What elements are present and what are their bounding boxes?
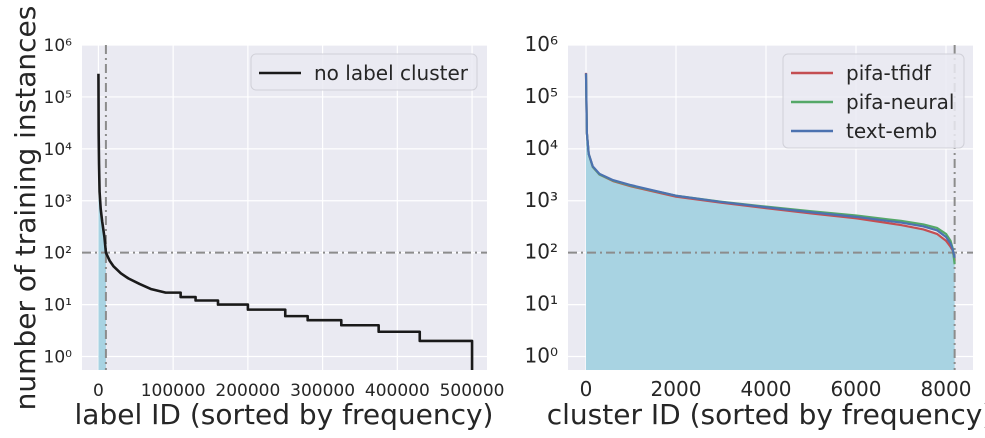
x-tick-label: 8000: [921, 377, 972, 401]
y-tick-label: 10⁰: [525, 344, 558, 368]
series-line-no-label-cluster: [97, 73, 474, 370]
y-tick-label: 10¹: [44, 296, 72, 316]
y-tick-label: 10⁴: [44, 140, 73, 160]
x-axis-label-left: label ID (sorted by frequency): [75, 398, 494, 431]
x-tick-label: 2000: [651, 377, 702, 401]
y-tick-label: 10⁵: [44, 88, 72, 108]
y-tick-labels-left: 10⁰ 10¹ 10² 10³ 10⁴ 10⁵ 10⁶: [44, 36, 73, 368]
legend-label: text-emb: [846, 119, 937, 143]
x-tick-label: 0: [93, 381, 104, 401]
reference-lines-right: [568, 45, 973, 370]
legend-box: [250, 53, 478, 91]
legend-label: no label cluster: [314, 61, 469, 85]
y-tick-label: 10⁶: [44, 36, 73, 56]
y-tick-label: 10³: [525, 188, 558, 212]
y-tick-label: 10⁴: [525, 136, 558, 160]
x-tick-labels-left: 0 100000 200000 300000 400000 500000: [93, 381, 504, 401]
legend-right: pifa-tfidf pifa-neural text-emb: [782, 53, 965, 149]
plot-area-left: [82, 45, 487, 370]
y-tick-label: 10³: [44, 192, 72, 212]
x-tick-label: 6000: [831, 377, 882, 401]
x-tick-label: 200000: [215, 381, 280, 401]
y-axis-label: number of training instances: [9, 6, 42, 411]
chart-left: 10⁰ 10¹ 10² 10³ 10⁴ 10⁵ 10⁶ 0 100000 200000 30000…: [44, 36, 505, 431]
shaded-area: [586, 72, 955, 370]
legend-label: pifa-tfidf: [846, 61, 932, 85]
x-tick-label: 300000: [290, 381, 355, 401]
y-tick-label: 10⁶: [525, 32, 558, 56]
series-left: [97, 73, 474, 370]
x-tick-label: 100000: [141, 381, 206, 401]
reference-lines-left: [82, 45, 487, 370]
legend-left: no label cluster: [250, 53, 478, 91]
x-tick-labels-right: 0 2000 4000 6000 8000: [580, 377, 972, 401]
y-tick-label: 10¹: [525, 292, 558, 316]
y-tick-label: 10²: [525, 240, 558, 264]
x-tick-label: 0: [580, 377, 593, 401]
y-tick-label: 10²: [44, 244, 72, 264]
shaded-region-right: [586, 72, 955, 370]
x-tick-label: 400000: [365, 381, 430, 401]
x-tick-label: 4000: [741, 377, 792, 401]
x-tick-label: 500000: [440, 381, 505, 401]
y-tick-label: 10⁵: [525, 84, 558, 108]
series-line-text-emb: [584, 73, 956, 258]
x-axis-label-right: cluster ID (sorted by frequency): [547, 398, 985, 431]
series-right: [584, 72, 956, 265]
y-tick-label: 10⁰: [44, 348, 73, 368]
legend-label: pifa-neural: [846, 90, 954, 114]
y-tick-labels-right: 10⁰ 10¹ 10² 10³ 10⁴ 10⁵ 10⁶: [525, 32, 558, 368]
gridlines-left: [82, 44, 487, 370]
legend-box: [782, 53, 965, 149]
